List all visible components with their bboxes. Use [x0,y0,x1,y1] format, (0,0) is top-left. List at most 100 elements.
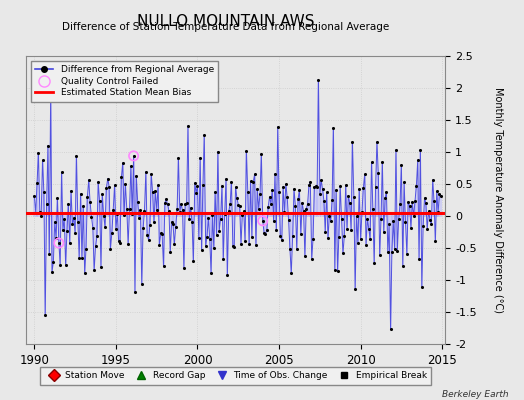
Point [171,223,180,230]
Point [83,194,92,200]
Point [88,214,96,220]
Point [144,236,152,243]
Point [253,186,261,192]
Point [90,267,99,274]
Point [48,268,56,275]
Point [53,194,62,201]
Point [241,238,249,244]
Point [320,198,328,204]
Point [113,211,122,217]
Point [269,218,278,224]
Point [288,233,297,239]
Point [191,180,199,186]
Point [271,171,279,177]
Point [287,270,296,276]
Point [291,202,300,209]
Point [395,216,403,222]
Point [351,285,359,292]
Point [319,186,327,193]
Point [118,160,127,166]
Point [302,206,310,212]
Point [151,188,159,194]
Point [207,270,215,276]
Point [258,218,267,224]
Text: Difference of Station Temperature Data from Regional Average: Difference of Station Temperature Data f… [62,22,389,32]
Point [278,237,286,243]
Point [77,190,85,197]
Point [350,194,358,200]
Point [161,200,169,206]
Point [431,238,440,244]
Point [427,221,435,228]
Point [389,218,397,224]
Point [409,213,418,219]
Point [132,173,140,179]
Point [362,241,370,248]
Point [50,219,59,225]
Point [260,230,268,236]
Point [283,194,291,200]
Point [125,206,134,212]
Point [152,206,161,213]
Point [261,231,270,237]
Legend: Difference from Regional Average, Quality Control Failed, Estimated Station Mean: Difference from Regional Average, Qualit… [31,60,219,102]
Point [290,186,298,192]
Point [227,179,236,185]
Point [412,183,421,189]
Point [41,312,49,318]
Point [100,213,108,219]
Point [399,262,407,269]
Point [285,217,293,223]
Point [81,270,89,276]
Point [106,246,115,252]
Point [413,157,422,164]
Point [426,216,434,223]
Point [45,251,53,258]
Point [189,258,198,264]
Point [67,188,75,194]
Point [123,206,131,212]
Point [129,153,138,159]
Point [393,248,401,254]
Point [423,225,431,232]
Point [95,198,104,204]
Point [418,284,426,290]
Point [306,179,314,186]
Point [37,212,46,219]
Point [286,246,294,252]
Point [86,199,94,206]
Point [173,206,181,212]
Point [315,191,324,197]
Point [204,215,213,221]
Point [373,139,381,145]
Point [44,142,52,149]
Point [348,138,357,145]
Point [159,263,168,270]
Point [136,206,145,213]
Point [267,200,275,207]
Point [396,201,404,207]
Point [221,210,229,217]
Point [355,186,364,192]
Point [282,181,290,188]
Point [419,223,428,229]
Point [326,217,335,224]
Point [184,123,192,129]
Point [70,214,78,221]
Point [111,182,119,188]
Point [146,222,154,228]
Point [258,218,267,224]
Point [198,247,206,253]
Point [214,148,222,155]
Point [193,183,202,190]
Point [335,234,343,240]
Point [42,201,51,208]
Point [89,224,97,231]
Point [366,236,374,243]
Point [66,240,74,246]
Y-axis label: Monthly Temperature Anomaly Difference (°C): Monthly Temperature Anomaly Difference (… [494,87,504,313]
Point [321,228,330,235]
Point [415,256,423,262]
Point [187,204,195,211]
Point [264,204,272,210]
